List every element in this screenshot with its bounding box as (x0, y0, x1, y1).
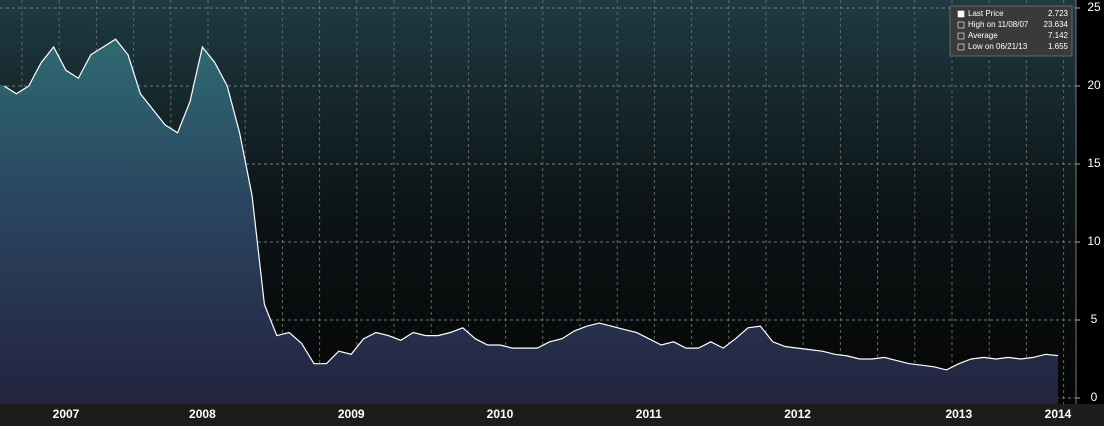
legend-value: 23.634 (1044, 20, 1069, 29)
legend-icon (957, 10, 965, 18)
x-tick-label: 2012 (784, 407, 811, 421)
y-tick-label: 0 (1091, 390, 1098, 404)
x-tick-label: 2009 (338, 407, 365, 421)
x-tick-label: 2008 (189, 407, 216, 421)
x-axis-band (0, 404, 1104, 426)
line (3, 38, 1059, 371)
y-tick-label: 10 (1087, 234, 1101, 248)
legend-value: 2.723 (1048, 9, 1069, 18)
area (0, 39, 1058, 404)
legend-label: High on 11/08/07 (968, 20, 1029, 29)
y-tick-label: 20 (1087, 78, 1101, 92)
legend-label: Low on 06/21/13 (968, 42, 1028, 51)
legend-icon (957, 21, 965, 29)
x-tick-label: 2011 (636, 407, 662, 421)
x-tick-label: 2010 (487, 407, 514, 421)
y-tick-label: 5 (1091, 312, 1098, 326)
legend-icon (957, 32, 965, 40)
legend: Last Price 2.723 High on 11/08/07 23.634 Ave… (949, 5, 1073, 57)
y-tick-label: 25 (1087, 0, 1101, 14)
x-tick-label: 2014 (1045, 407, 1072, 421)
legend-label: Average (968, 31, 998, 40)
y-tick-label: 15 (1087, 156, 1101, 170)
legend-value: 1.655 (1048, 42, 1069, 51)
legend-value: 7.142 (1048, 31, 1069, 40)
x-tick-label: 2013 (945, 407, 972, 421)
legend-icon (957, 43, 965, 51)
legend-box (949, 5, 1073, 57)
x-tick-label: 2007 (53, 407, 80, 421)
legend-label: Last Price (968, 9, 1004, 18)
